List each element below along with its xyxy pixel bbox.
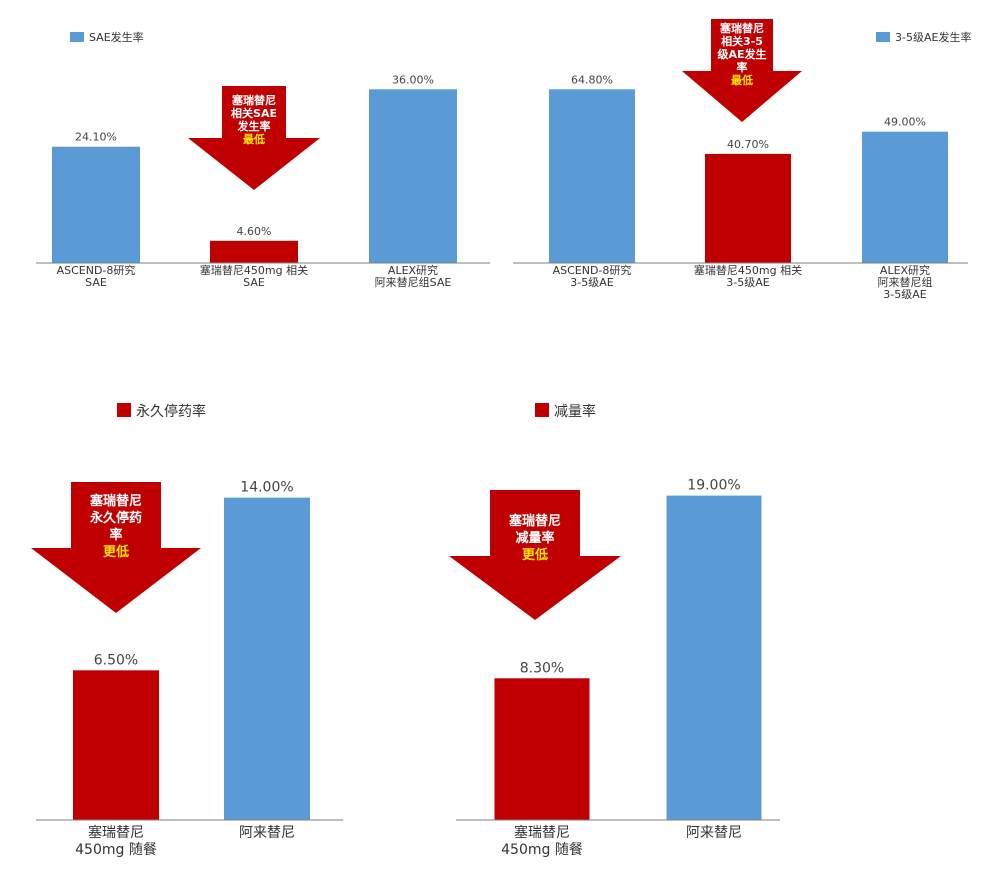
x-tick-label: 阿来替尼组SAE	[375, 275, 452, 289]
data-label: 36.00%	[392, 73, 434, 86]
data-label: 4.60%	[237, 225, 272, 238]
x-tick-label: ALEX研究	[880, 263, 930, 277]
bar	[210, 240, 298, 263]
x-tick-label: 450mg 随餐	[501, 842, 583, 858]
annotation-highlight: 最低	[243, 132, 265, 146]
annotation-text: 塞瑞替尼	[509, 513, 561, 529]
data-label: 14.00%	[240, 480, 293, 496]
legend-swatch	[876, 32, 890, 42]
data-label: 40.70%	[727, 138, 769, 151]
annotation-text: 减量率	[515, 530, 554, 546]
data-label: 24.10%	[75, 131, 117, 144]
bar	[705, 153, 791, 263]
x-tick-label: 3-5级AE	[883, 288, 926, 301]
annotation-arrow	[31, 482, 201, 613]
x-tick-label: 阿来替尼组	[878, 275, 933, 289]
x-tick-label: 塞瑞替尼	[514, 824, 570, 841]
bar	[494, 678, 590, 820]
x-tick-label: SAE	[243, 276, 265, 289]
annotation-highlight: 更低	[522, 547, 548, 563]
data-label: 19.00%	[687, 478, 740, 494]
annotation-text: 相关SAE	[231, 106, 277, 120]
annotation-text: 塞瑞替尼	[90, 493, 142, 509]
x-tick-label: 塞瑞替尼	[88, 824, 144, 841]
bar	[224, 497, 310, 820]
annotation-text: 率	[737, 60, 748, 74]
legend-swatch	[117, 403, 131, 417]
legend-label: 减量率	[554, 403, 596, 420]
annotation-text: 级AE发生	[716, 47, 766, 61]
data-label: 8.30%	[520, 660, 564, 676]
annotation-text: 相关3-5	[721, 34, 763, 48]
data-label: 49.00%	[884, 116, 926, 129]
x-tick-label: SAE	[85, 276, 107, 289]
data-label: 6.50%	[94, 652, 138, 668]
x-tick-label: 3-5级AE	[726, 276, 769, 289]
bar	[666, 495, 762, 820]
annotation-arrow	[682, 19, 802, 122]
legend-label: 3-5级AE发生率	[895, 30, 971, 44]
x-tick-label: 450mg 随餐	[75, 842, 157, 858]
annotation-arrow	[188, 86, 320, 190]
x-tick-label: 3-5级AE	[570, 276, 613, 289]
bar	[52, 146, 140, 263]
legend-swatch	[70, 32, 84, 42]
x-tick-label: ALEX研究	[388, 263, 438, 277]
legend-label: SAE发生率	[89, 30, 144, 44]
bar	[549, 89, 635, 263]
annotation-text: 率	[109, 527, 122, 543]
annotation-arrow	[449, 490, 621, 620]
annotation-highlight: 更低	[103, 544, 129, 560]
x-tick-label: 阿来替尼	[239, 825, 295, 841]
annotation-text: 发生率	[237, 119, 271, 133]
x-tick-label: 塞瑞替尼450mg 相关	[694, 263, 802, 277]
x-tick-label: 塞瑞替尼450mg 相关	[200, 263, 308, 277]
annotation-highlight: 最低	[731, 73, 753, 87]
bar	[369, 89, 457, 263]
legend-swatch	[535, 403, 549, 417]
x-tick-label: ASCEND-8研究	[57, 263, 136, 277]
annotation-text: 塞瑞替尼	[231, 93, 276, 107]
data-label: 64.80%	[571, 73, 613, 86]
annotation-text: 塞瑞替尼	[719, 21, 764, 35]
bar	[73, 670, 159, 820]
bar	[862, 131, 948, 263]
annotation-text: 永久停药	[89, 510, 142, 526]
x-tick-label: 阿来替尼	[686, 825, 742, 841]
x-tick-label: ASCEND-8研究	[553, 263, 632, 277]
legend-label: 永久停药率	[136, 403, 206, 420]
